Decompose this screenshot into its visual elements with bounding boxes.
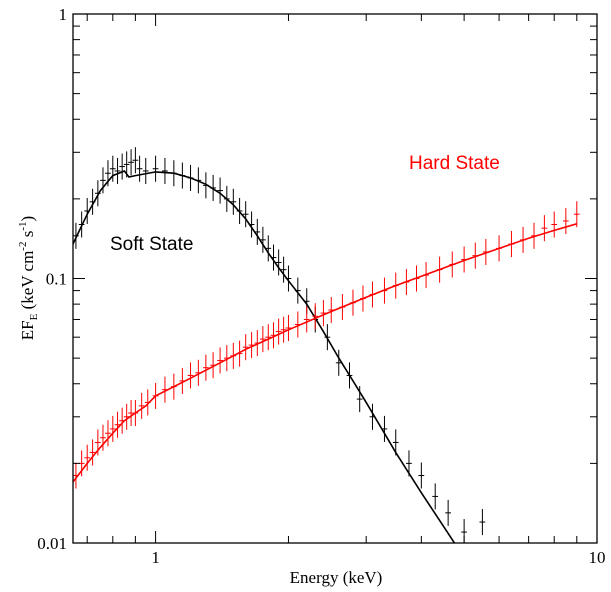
hard-state-label: Hard State — [409, 153, 500, 174]
ticks-layer — [73, 13, 598, 544]
y-axis-label-base: EF — [18, 320, 37, 340]
x-tick-label-1: 1 — [151, 548, 160, 567]
hard-model-line — [73, 223, 578, 483]
soft-series — [73, 147, 486, 543]
y-axis-label-sub: E — [28, 313, 40, 320]
plot-frame — [72, 13, 598, 544]
y-tick-label-0.1: 0.1 — [46, 270, 67, 289]
y-axis-label: EFE (keV cm-2 s-1) — [17, 216, 40, 340]
y-tick-label-0.01: 0.01 — [37, 534, 67, 553]
tick-labels-layer: 1 10 0.01 0.1 1 — [37, 5, 605, 567]
y-axis-label-exp1: -2 — [17, 242, 29, 251]
x-tick-label-10: 10 — [589, 548, 606, 567]
y-tick-label-1: 1 — [59, 5, 68, 24]
x-axis-label: Energy (keV) — [290, 568, 383, 587]
y-axis-label-units: (keV cm — [18, 251, 37, 314]
soft-model-line — [73, 170, 456, 543]
hard-series — [73, 201, 580, 489]
y-axis-label-close: ) — [18, 216, 37, 222]
soft-state-label: Soft State — [110, 234, 193, 255]
y-axis-label-exp2: -1 — [17, 221, 29, 230]
data-layer — [73, 147, 580, 543]
y-axis-label-mid: s — [18, 231, 37, 242]
